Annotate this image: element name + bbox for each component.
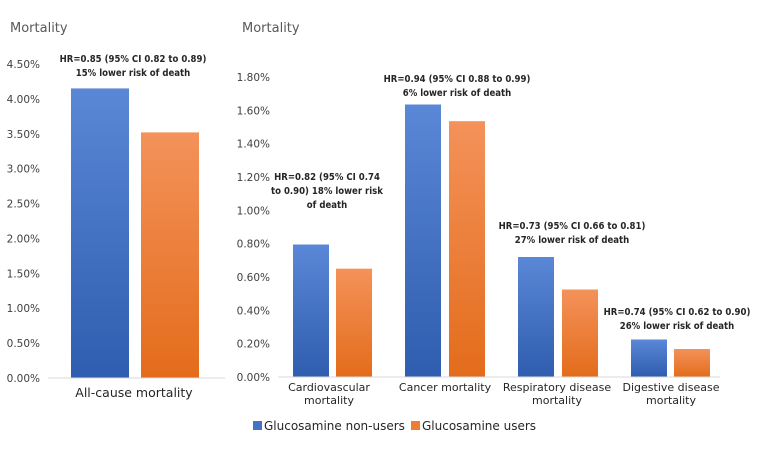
y-tick-label: 0.40% xyxy=(237,305,270,317)
hazard-ratio-annotation: HR=0.73 (95% CI 0.66 to 0.81) 27% lower r… xyxy=(499,221,646,246)
y-tick-label: 0.60% xyxy=(237,272,270,284)
y-tick-label: 0.50% xyxy=(7,338,40,350)
y-tick-label: 3.50% xyxy=(7,129,40,141)
category-label: Digestive disease mortality xyxy=(623,381,720,407)
legend-swatch-non-users xyxy=(253,421,262,430)
category-label: Cancer mortality xyxy=(399,381,492,394)
bar-non-users xyxy=(631,339,667,377)
y-tick-label: 1.00% xyxy=(7,303,40,315)
category-label: Respiratory disease mortality xyxy=(503,381,612,407)
category-label: Cardiovascular mortality xyxy=(288,381,370,407)
y-tick-label: 0.20% xyxy=(237,339,270,351)
bar-non-users xyxy=(71,88,129,378)
y-tick-label: 4.00% xyxy=(7,94,40,106)
y-tick-label: 2.50% xyxy=(7,199,40,211)
left-chart-ylabel: Mortality xyxy=(10,21,68,36)
y-tick-label: 1.00% xyxy=(237,205,270,217)
y-tick-label: 3.00% xyxy=(7,164,40,176)
bar-users xyxy=(336,268,372,377)
bar-non-users xyxy=(405,104,441,377)
hazard-ratio-annotation: HR=0.85 (95% CI 0.82 to 0.89) 15% lower r… xyxy=(60,54,207,79)
y-tick-label: 0.80% xyxy=(237,239,270,251)
y-tick-label: 1.80% xyxy=(237,72,270,84)
hazard-ratio-annotation: HR=0.82 (95% CI 0.74 to 0.90) 18% lower r… xyxy=(271,172,383,211)
bar-users xyxy=(449,121,485,378)
category-label: All-cause mortality xyxy=(75,385,193,400)
right-chart-ylabel: Mortality xyxy=(242,21,300,36)
bar-non-users xyxy=(518,257,554,377)
bar-users xyxy=(141,132,199,378)
y-tick-label: 1.50% xyxy=(7,268,40,280)
y-tick-label: 2.00% xyxy=(7,233,40,245)
y-tick-label: 1.20% xyxy=(237,172,270,184)
bar-non-users xyxy=(293,244,329,377)
legend-label-users: Glucosamine users xyxy=(422,419,536,433)
y-tick-label: 1.40% xyxy=(237,139,270,151)
hazard-ratio-annotation: HR=0.94 (95% CI 0.88 to 0.99) 6% lower ri… xyxy=(384,74,531,99)
hazard-ratio-annotation: HR=0.74 (95% CI 0.62 to 0.90) 26% lower r… xyxy=(604,307,751,332)
bar-users xyxy=(562,289,598,377)
legend-swatch-users xyxy=(411,421,420,430)
legend: Glucosamine non-users Glucosamine users xyxy=(253,419,536,433)
y-tick-label: 4.50% xyxy=(7,59,40,71)
bar-users xyxy=(674,349,710,377)
y-tick-label: 0.00% xyxy=(7,373,40,385)
y-tick-label: 0.00% xyxy=(237,372,270,384)
legend-label-non-users: Glucosamine non-users xyxy=(264,419,405,433)
y-tick-label: 1.60% xyxy=(237,105,270,117)
